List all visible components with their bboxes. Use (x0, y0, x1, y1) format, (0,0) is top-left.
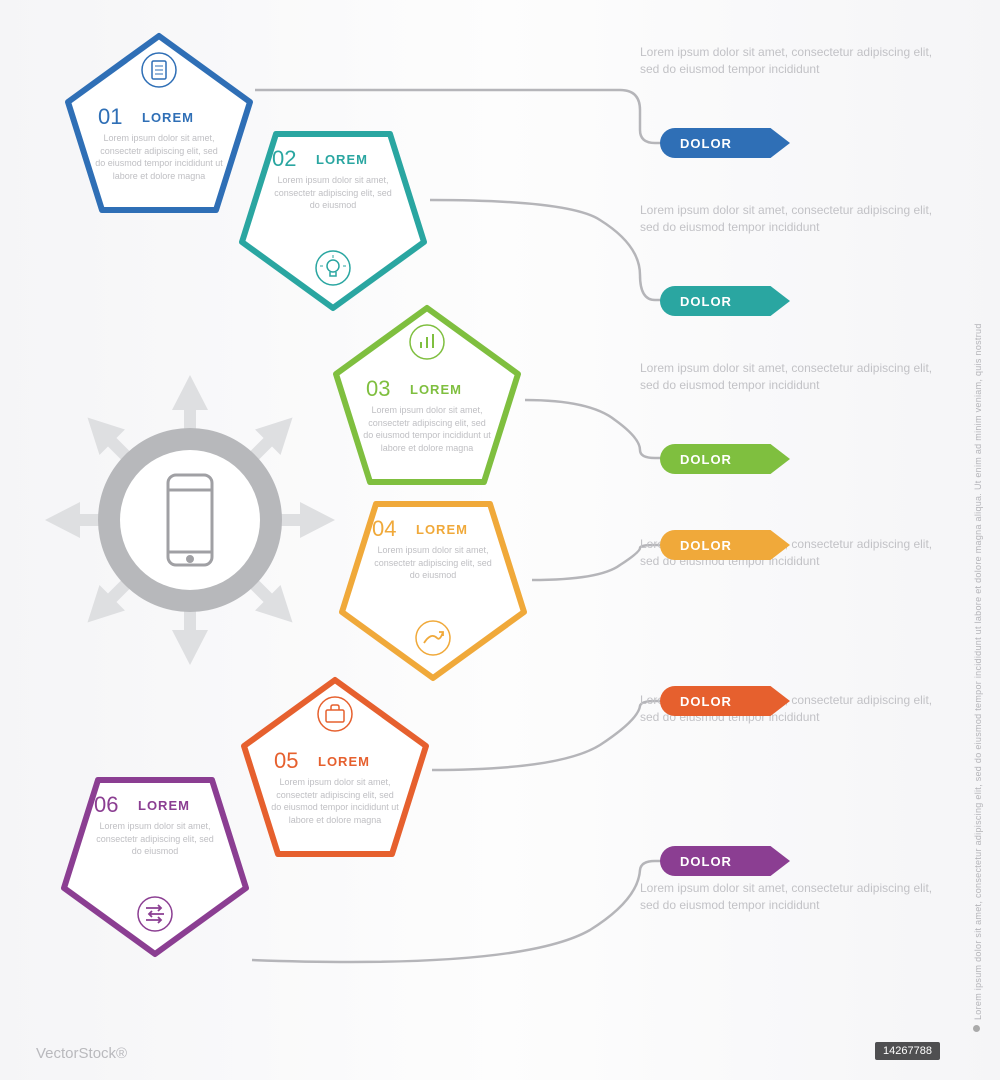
tag-6: DOLOR (660, 846, 790, 876)
pentagon-number: 04 (372, 516, 396, 542)
pentagon-body: Lorem ipsum dolor sit amet, consectetr a… (270, 776, 400, 826)
bulb-icon (313, 248, 353, 288)
pentagon-body: Lorem ipsum dolor sit amet, consectetr a… (90, 820, 220, 858)
pentagon-label: LOREM (318, 754, 370, 769)
info-block-3: Lorem ipsum dolor sit amet, consectetur … (640, 360, 940, 394)
pentagon-4: 04 LOREM Lorem ipsum dolor sit amet, con… (338, 500, 528, 682)
pentagon-label: LOREM (316, 152, 368, 167)
info-block-1: Lorem ipsum dolor sit amet, consectetur … (640, 44, 940, 78)
info-desc: Lorem ipsum dolor sit amet, consectetur … (640, 880, 940, 914)
pentagon-number: 06 (94, 792, 118, 818)
pentagon-3: 03 LOREM Lorem ipsum dolor sit amet, con… (332, 304, 522, 486)
pentagon-label: LOREM (138, 798, 190, 813)
pentagon-body: Lorem ipsum dolor sit amet, consectetr a… (268, 174, 398, 212)
tag-4: DOLOR (660, 530, 790, 560)
trend-icon (413, 618, 453, 658)
tag-3: DOLOR (660, 444, 790, 474)
info-desc: Lorem ipsum dolor sit amet, consectetur … (640, 360, 940, 394)
pentagon-number: 05 (274, 748, 298, 774)
briefcase-icon (315, 694, 355, 734)
pentagon-2: 02 LOREM Lorem ipsum dolor sit amet, con… (238, 130, 428, 312)
info-desc: Lorem ipsum dolor sit amet, consectetur … (640, 44, 940, 78)
tag-5: DOLOR (660, 686, 790, 716)
pentagon-number: 01 (98, 104, 122, 130)
pentagon-number: 03 (366, 376, 390, 402)
info-block-6: Lorem ipsum dolor sit amet, consectetur … (640, 880, 940, 914)
arrows-icon (135, 894, 175, 934)
pentagon-body: Lorem ipsum dolor sit amet, consectetr a… (362, 404, 492, 454)
chart-icon (407, 322, 447, 362)
pentagon-number: 02 (272, 146, 296, 172)
document-icon (139, 50, 179, 90)
pentagon-label: LOREM (416, 522, 468, 537)
pentagon-body: Lorem ipsum dolor sit amet, consectetr a… (94, 132, 224, 182)
pentagon-label: LOREM (142, 110, 194, 125)
pentagon-label: LOREM (410, 382, 462, 397)
watermark: VectorStock® (36, 1045, 127, 1062)
info-block-2: Lorem ipsum dolor sit amet, consectetur … (640, 202, 940, 236)
tag-1: DOLOR (660, 128, 790, 158)
side-placeholder-text: Lorem ipsum dolor sit amet, consectetur … (972, 40, 982, 1020)
pentagon-body: Lorem ipsum dolor sit amet, consectetr a… (368, 544, 498, 582)
image-id-badge: 14267788 (875, 1042, 940, 1060)
pentagon-1: 01 LOREM Lorem ipsum dolor sit amet, con… (64, 32, 254, 214)
info-desc: Lorem ipsum dolor sit amet, consectetur … (640, 202, 940, 236)
pentagon-6: 06 LOREM Lorem ipsum dolor sit amet, con… (60, 776, 250, 958)
pentagon-5: 05 LOREM Lorem ipsum dolor sit amet, con… (240, 676, 430, 858)
tag-2: DOLOR (660, 286, 790, 316)
side-dot-icon (973, 1025, 980, 1032)
